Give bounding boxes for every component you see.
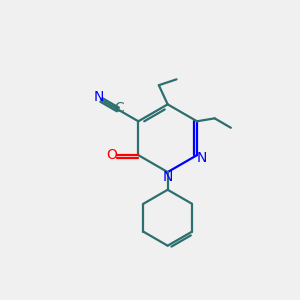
Text: N: N [196,151,207,165]
Text: N: N [94,90,104,104]
Text: N: N [163,170,173,184]
Text: O: O [106,148,117,162]
Text: C: C [115,101,124,115]
